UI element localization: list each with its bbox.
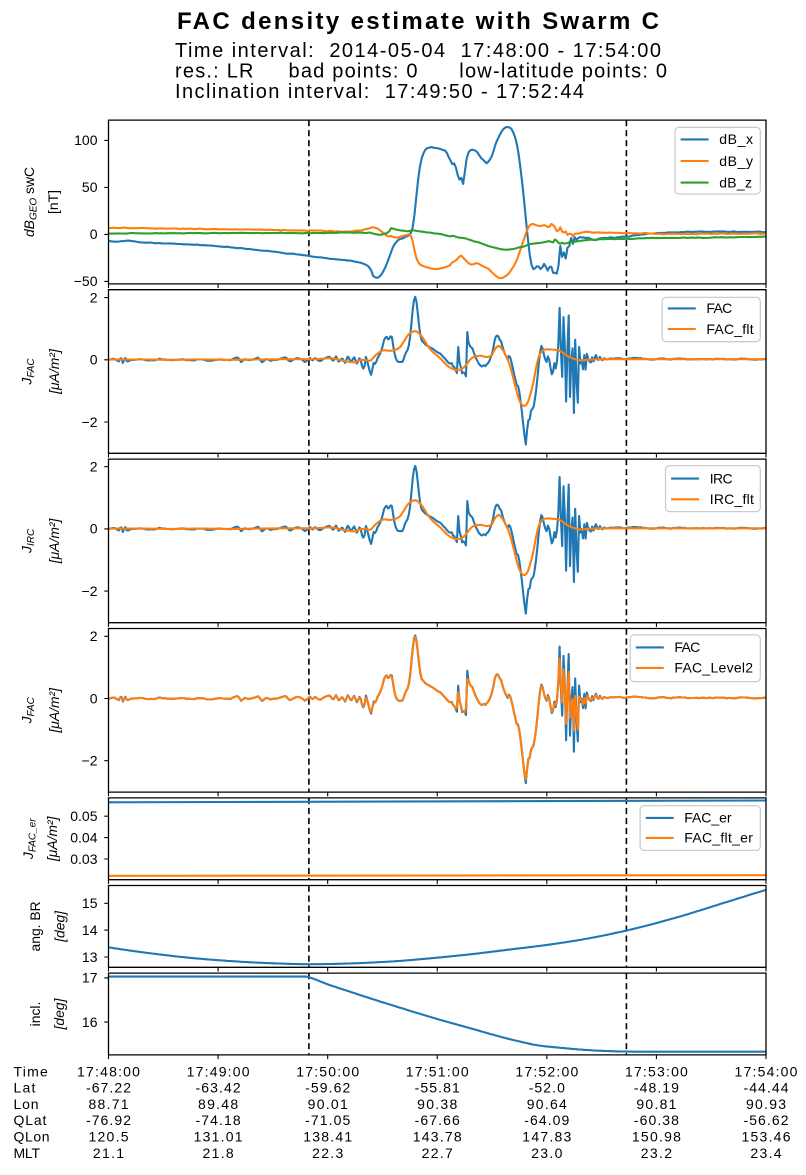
svg-text:dB_y: dB_y [719, 153, 753, 169]
svg-text:FAC_flt_er: FAC_flt_er [684, 830, 753, 846]
svg-text:120.5: 120.5 [88, 1129, 128, 1145]
svg-text:90.01: 90.01 [308, 1096, 348, 1112]
svg-text:22.3: 22.3 [312, 1145, 343, 1161]
svg-text:[μA/m²]: [μA/m²] [46, 687, 62, 734]
svg-text:15: 15 [82, 895, 98, 911]
svg-text:23.0: 23.0 [531, 1145, 562, 1161]
svg-text:90.93: 90.93 [746, 1096, 786, 1112]
svg-text:2: 2 [90, 289, 98, 305]
svg-text:23.4: 23.4 [750, 1145, 781, 1161]
svg-text:153.46: 153.46 [742, 1129, 791, 1145]
svg-text:17:54:00: 17:54:00 [735, 1063, 798, 1079]
svg-text:FAC_er: FAC_er [684, 810, 732, 826]
svg-text:16: 16 [82, 1014, 98, 1030]
svg-text:-48.19: -48.19 [634, 1080, 679, 1096]
svg-text:0.05: 0.05 [70, 808, 97, 824]
svg-text:14: 14 [82, 922, 98, 938]
svg-text:90.81: 90.81 [636, 1096, 676, 1112]
svg-text:-74.18: -74.18 [196, 1112, 241, 1128]
svg-text:22.7: 22.7 [422, 1145, 453, 1161]
svg-text:2: 2 [90, 628, 98, 644]
svg-text:88.71: 88.71 [88, 1096, 128, 1112]
svg-text:-76.92: -76.92 [86, 1112, 131, 1128]
svg-text:131.01: 131.01 [194, 1129, 243, 1145]
svg-text:89.48: 89.48 [198, 1096, 238, 1112]
svg-text:-56.62: -56.62 [743, 1112, 788, 1128]
svg-text:0: 0 [90, 352, 98, 368]
svg-text:ang. BR: ang. BR [27, 901, 43, 951]
svg-text:-67.66: -67.66 [415, 1112, 460, 1128]
svg-text:FAC: FAC [674, 639, 700, 655]
svg-text:138.41: 138.41 [303, 1129, 352, 1145]
svg-text:Lon: Lon [14, 1096, 39, 1112]
svg-text:13: 13 [82, 949, 98, 965]
svg-text:17:50:00: 17:50:00 [296, 1063, 359, 1079]
svg-text:-67.22: -67.22 [86, 1080, 131, 1096]
svg-text:21.8: 21.8 [203, 1145, 234, 1161]
svg-text:−2: −2 [82, 753, 98, 769]
svg-text:2: 2 [90, 459, 98, 475]
svg-text:−50: −50 [74, 273, 98, 289]
svg-text:-52.0: -52.0 [529, 1080, 565, 1096]
svg-text:MLT: MLT [14, 1145, 41, 1161]
svg-text:90.38: 90.38 [417, 1096, 457, 1112]
svg-text:[μA/m²]: [μA/m²] [46, 348, 62, 395]
svg-text:100: 100 [74, 132, 98, 148]
svg-text:-63.42: -63.42 [196, 1080, 241, 1096]
svg-text:-44.44: -44.44 [743, 1080, 788, 1096]
svg-text:[deg]: [deg] [51, 910, 67, 943]
svg-text:-60.38: -60.38 [634, 1112, 679, 1128]
svg-text:Inclination interval: 17:49:5: Inclination interval: 17:49:50 - 17:52:4… [175, 81, 584, 103]
svg-text:IRC_flt: IRC_flt [710, 491, 754, 507]
svg-text:147.83: 147.83 [522, 1129, 571, 1145]
svg-text:Time interval: 2014-05-04 17: Time interval: 2014-05-04 17:48:00 - 17:… [175, 40, 661, 62]
svg-text:-71.05: -71.05 [305, 1112, 350, 1128]
svg-text:−2: −2 [82, 583, 98, 599]
svg-text:150.98: 150.98 [632, 1129, 681, 1145]
svg-text:Time: Time [14, 1063, 49, 1079]
svg-text:FAC_Level2: FAC_Level2 [674, 660, 753, 676]
svg-text:QLat: QLat [14, 1112, 47, 1128]
svg-text:FAC: FAC [706, 300, 732, 316]
svg-text:0: 0 [90, 226, 98, 242]
svg-text:0: 0 [90, 690, 98, 706]
svg-text:143.78: 143.78 [413, 1129, 462, 1145]
svg-text:21.1: 21.1 [93, 1145, 124, 1161]
svg-text:IRC: IRC [710, 470, 733, 486]
svg-text:17:53:00: 17:53:00 [625, 1063, 688, 1079]
svg-text:-59.62: -59.62 [305, 1080, 350, 1096]
svg-text:0: 0 [90, 521, 98, 537]
svg-text:0.03: 0.03 [70, 851, 97, 867]
svg-text:17:51:00: 17:51:00 [406, 1063, 469, 1079]
svg-text:incl.: incl. [27, 1002, 43, 1027]
svg-text:50: 50 [82, 179, 98, 195]
svg-text:FAC_flt: FAC_flt [706, 321, 753, 337]
svg-text:[nT]: [nT] [45, 190, 61, 214]
svg-text:0.04: 0.04 [70, 829, 97, 845]
svg-text:Lat: Lat [14, 1080, 36, 1096]
svg-text:QLon: QLon [14, 1129, 50, 1145]
svg-text:17: 17 [82, 970, 98, 986]
svg-text:17:52:00: 17:52:00 [515, 1063, 578, 1079]
svg-text:-64.09: -64.09 [524, 1112, 569, 1128]
svg-text:90.64: 90.64 [527, 1096, 567, 1112]
svg-text:17:48:00: 17:48:00 [77, 1063, 140, 1079]
svg-text:[μA/m²]: [μA/m²] [44, 815, 60, 862]
svg-text:dB_z: dB_z [719, 174, 752, 190]
svg-text:-55.81: -55.81 [415, 1080, 460, 1096]
svg-text:dB_x: dB_x [719, 131, 753, 147]
svg-text:[μA/m²]: [μA/m²] [46, 517, 62, 564]
svg-text:17:49:00: 17:49:00 [187, 1063, 250, 1079]
svg-text:−2: −2 [82, 414, 98, 430]
svg-text:[deg]: [deg] [51, 997, 67, 1030]
svg-text:23.2: 23.2 [641, 1145, 672, 1161]
svg-text:FAC density estimate with Swar: FAC density estimate with Swarm C [177, 8, 659, 35]
svg-text:res.: LR bad points: 0: res.: LR bad points: 0 low-latitude poin… [175, 61, 667, 83]
